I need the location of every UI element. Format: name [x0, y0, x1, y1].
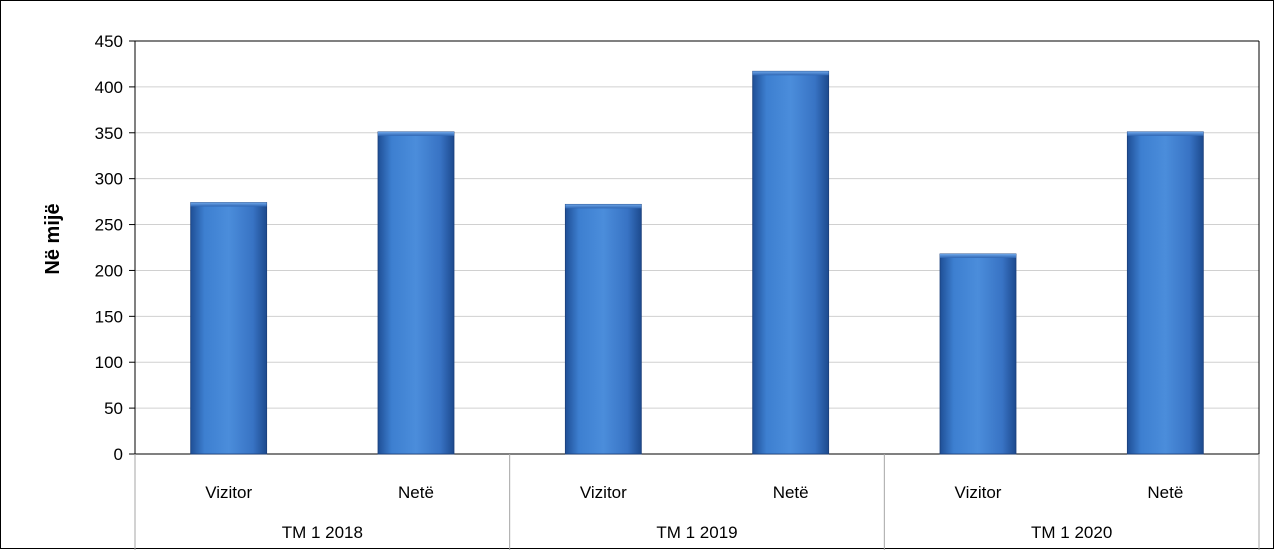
- bar-cap: [1127, 131, 1204, 136]
- y-tick-label: 200: [95, 261, 123, 280]
- y-tick-label: 350: [95, 124, 123, 143]
- x-category-label: Netë: [398, 483, 434, 502]
- x-group-label: TM 1 2020: [1031, 523, 1112, 542]
- y-tick-label: 50: [104, 399, 123, 418]
- y-tick-label: 100: [95, 353, 123, 372]
- y-axis-title: Në mijë: [42, 203, 64, 274]
- y-tick-label: 450: [95, 32, 123, 51]
- y-tick-label: 300: [95, 170, 123, 189]
- bar: [377, 131, 455, 455]
- x-group-label: TM 1 2019: [656, 523, 737, 542]
- bar-cap: [190, 202, 267, 207]
- x-category-label: Vizitor: [580, 483, 627, 502]
- bar: [752, 70, 830, 455]
- x-category-label: Netë: [773, 483, 809, 502]
- x-category-label: Vizitor: [205, 483, 252, 502]
- y-tick-label: 0: [114, 445, 123, 464]
- x-category-label: Vizitor: [955, 483, 1002, 502]
- y-tick-label: 150: [95, 307, 123, 326]
- bar: [1126, 131, 1204, 455]
- bar-cap: [940, 253, 1016, 258]
- bar-cap: [752, 71, 829, 76]
- bars: [190, 70, 1204, 455]
- bar-cap: [565, 204, 642, 209]
- y-tick-label: 250: [95, 216, 123, 235]
- bar: [564, 203, 642, 455]
- bar-cap: [378, 131, 454, 136]
- bar: [939, 253, 1017, 455]
- gridlines: [135, 40, 1259, 409]
- y-tick-label: 400: [95, 78, 123, 97]
- x-group-label: TM 1 2018: [282, 523, 363, 542]
- labels: 0 50 100 150 200 250 300 350 400 450 Vizitor Netë Vi…: [95, 32, 1184, 542]
- x-category-label: Netë: [1147, 483, 1183, 502]
- bar: [190, 202, 268, 455]
- axes: [129, 40, 1260, 550]
